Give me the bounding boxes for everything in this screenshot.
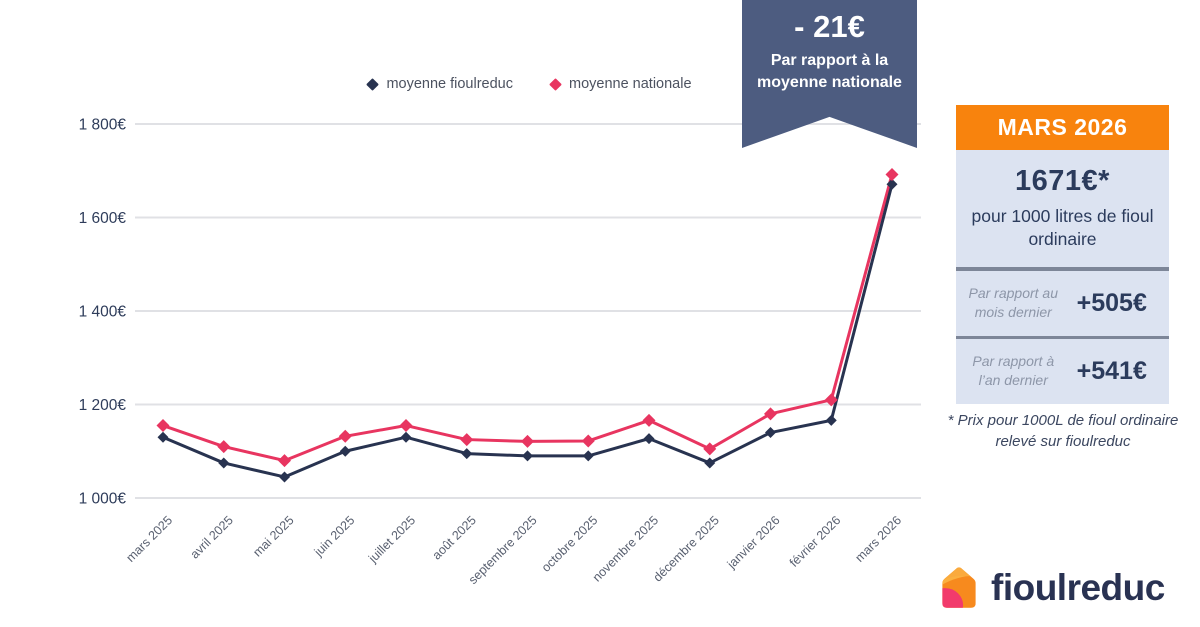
data-point-marker	[824, 393, 838, 407]
comparison-row-year: Par rapport à l’an dernier +541€	[956, 335, 1169, 404]
current-price-caption: pour 1000 litres de fioul ordinaire	[971, 206, 1154, 249]
y-tick-label: 1 200€	[79, 397, 127, 414]
data-point-marker	[703, 442, 717, 456]
fioulreduc-logo-icon	[942, 567, 976, 608]
y-tick-label: 1 000€	[79, 491, 127, 508]
data-point-marker	[156, 419, 170, 433]
legend-marker-fioulreduc-icon	[366, 77, 380, 91]
data-point-marker	[643, 433, 655, 445]
price-footnote: * Prix pour 1000L de fioul ordinaire rel…	[947, 412, 1179, 450]
y-tick-label: 1 400€	[79, 304, 127, 321]
data-point-marker	[217, 440, 231, 454]
x-tick-label: février 2026	[787, 513, 844, 570]
chart-legend: moyenne fioulreduc moyenne nationale	[135, 76, 925, 92]
x-tick-label: mai 2025	[250, 513, 296, 559]
data-point-marker	[764, 407, 777, 421]
data-point-marker	[157, 431, 169, 443]
savings-banner: - 21€ Par rapport à la moyenne nationale	[742, 0, 917, 148]
x-tick-label: décembre 2025	[651, 513, 722, 584]
legend-label-nationale: moyenne nationale	[569, 76, 692, 92]
fioulreduc-logo-text: fioulreduc	[991, 567, 1165, 608]
data-point-marker	[400, 431, 412, 443]
legend-label-fioulreduc: moyenne fioulreduc	[386, 76, 513, 92]
legend-marker-nationale-icon	[549, 77, 562, 91]
legend-item-nationale: moyenne nationale	[549, 76, 692, 92]
data-point-marker	[399, 419, 413, 433]
data-point-marker	[461, 448, 473, 460]
data-point-marker	[339, 445, 351, 457]
data-point-marker	[279, 471, 290, 483]
comparison-label-year: Par rapport à l’an dernier	[972, 352, 1055, 389]
x-tick-label: juin 2025	[311, 513, 358, 560]
current-price: 1671€*	[1015, 165, 1110, 197]
data-point-marker	[521, 434, 534, 448]
data-point-marker	[582, 450, 594, 462]
data-point-marker	[581, 434, 595, 448]
x-tick-label: août 2025	[430, 513, 479, 562]
data-point-marker	[460, 433, 474, 447]
series-line-0	[161, 182, 894, 479]
x-tick-label: avril 2025	[188, 513, 236, 561]
data-point-marker	[704, 457, 716, 469]
data-point-marker	[522, 450, 533, 462]
month-summary-panel: MARS 2026 1671€* pour 1000 litres de fio…	[956, 105, 1169, 404]
comparison-value-month: +505€	[1076, 288, 1147, 317]
x-tick-label: juillet 2025	[365, 513, 418, 566]
panel-body: 1671€* pour 1000 litres de fioul ordinai…	[956, 150, 1169, 404]
price-trend-chart: 1 000€ 1 200€ 1 400€ 1 600€ 1 800€ mars 2025 a…	[79, 117, 921, 587]
comparison-label-month: Par rapport au mois dernier	[968, 284, 1059, 321]
current-price-block: 1671€* pour 1000 litres de fioul ordinai…	[956, 150, 1169, 271]
x-tick-label: octobre 2025	[539, 513, 601, 575]
legend-item-fioulreduc: moyenne fioulreduc	[366, 76, 513, 92]
panel-month-title: MARS 2026	[956, 105, 1169, 150]
fioulreduc-logo: fioulreduc	[938, 565, 1165, 611]
comparison-value-year: +541€	[1076, 356, 1147, 385]
data-point-marker	[886, 178, 898, 190]
data-point-marker	[765, 427, 776, 439]
y-tick-label: 1 800€	[79, 117, 127, 134]
x-tick-label: mars 2025	[123, 513, 175, 565]
data-point-marker	[885, 167, 899, 181]
comparison-row-month: Par rapport au mois dernier +505€	[956, 271, 1169, 336]
data-point-marker	[338, 429, 352, 443]
x-tick-label: janvier 2026	[724, 513, 783, 572]
data-point-marker	[218, 457, 230, 469]
data-point-marker	[825, 414, 837, 426]
savings-amount: - 21€	[794, 9, 865, 44]
data-point-marker	[642, 413, 656, 427]
x-tick-label: mars 2026	[852, 513, 904, 565]
savings-caption: Par rapport à la moyenne nationale	[757, 52, 902, 91]
y-tick-label: 1 600€	[79, 210, 127, 227]
data-point-marker	[278, 454, 291, 468]
